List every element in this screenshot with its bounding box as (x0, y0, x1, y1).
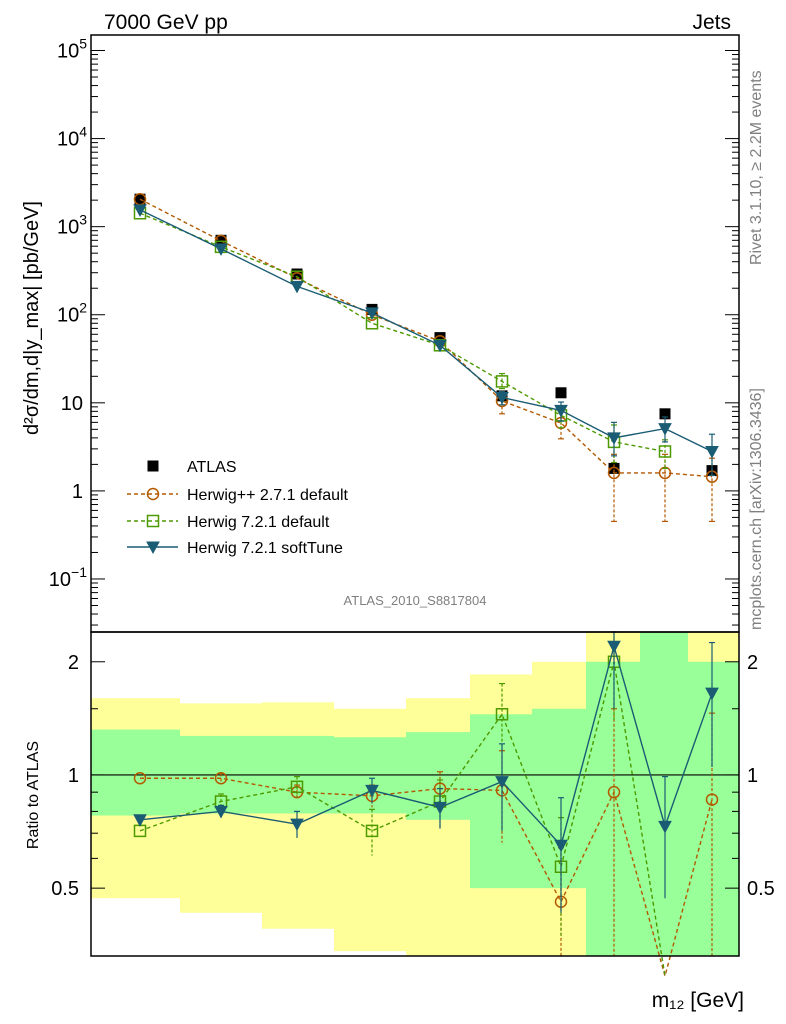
legend-marker-0 (147, 460, 159, 472)
band-green-10 (688, 661, 739, 956)
main-point-s0-5 (434, 332, 446, 344)
main-point-s3-8 (607, 432, 621, 445)
ratio-point-s2-4 (365, 784, 379, 798)
header-right: Jets (692, 11, 731, 34)
ratio-uncertainty-bands (91, 632, 739, 956)
main-ytick-label-0: 105 (57, 36, 87, 63)
ratio-y-axis-label: Ratio to ATLAS (25, 741, 42, 849)
main-point-s0-9 (659, 408, 671, 420)
main-point-s3-2 (214, 243, 228, 256)
ratio-plot-frame (90, 631, 740, 957)
main-point-s1-8 (607, 466, 621, 480)
header-left: 7000 GeV pp (104, 11, 228, 34)
legend-label-1: Herwig++ 2.7.1 default (187, 487, 349, 504)
main-point-s0-2 (215, 234, 227, 246)
x-axis-label: m₁₂ [GeV] (652, 989, 744, 1012)
ratio-ytick-label-right-1: 1 (747, 765, 758, 787)
ratio-point-s2-10 (705, 687, 719, 701)
ratio-point-s2-3 (290, 818, 304, 832)
main-point-s3-7 (554, 404, 568, 418)
ratio-point-s0-8 (607, 785, 621, 799)
ratio-point-s1-4 (365, 824, 379, 838)
main-point-s0-3 (291, 268, 303, 280)
band-green-1 (91, 729, 180, 816)
ratio-series-2 (133, 631, 719, 913)
main-point-s3-10 (705, 446, 719, 459)
main-ytick-label-1: 104 (57, 124, 87, 151)
main-point-s3-5 (433, 339, 447, 353)
main-ytick-label-5: 1 (72, 481, 83, 503)
main-series-2 (133, 207, 672, 470)
ratio-point-s2-5 (433, 801, 447, 815)
band-green-8 (586, 661, 640, 956)
ratio-point-s2-1 (133, 814, 147, 827)
main-ytick-label-4: 10 (61, 393, 83, 415)
main-point-s3-1 (133, 204, 147, 217)
rivet-label: Rivet 3.1.10, ≥ 2.2M events (748, 70, 765, 265)
ratio-point-s2-9 (658, 820, 672, 834)
main-point-s0-8 (608, 462, 620, 474)
legend-marker-1 (146, 487, 160, 501)
legend-label-2: Herwig 7.2.1 default (187, 514, 330, 531)
ratio-point-s2-6 (495, 776, 509, 789)
main-point-s2-6 (495, 375, 509, 388)
legend-marker-3 (146, 541, 160, 555)
ratio-ytick-label-right-2: 2 (747, 652, 758, 674)
ratio-ytick-label-2: 2 (68, 652, 79, 674)
ratio-series-line-2 (139, 643, 713, 847)
main-series-line-1 (139, 198, 713, 478)
analysis-id: ATLAS_2010_S8817804 (344, 593, 487, 608)
ratio-ytick-label-0: 0.5 (51, 878, 79, 900)
main-point-s2-9 (658, 445, 672, 458)
band-green-9 (640, 632, 688, 956)
main-point-s3-4 (365, 307, 379, 320)
legend-label-3: Herwig 7.2.1 softTune (187, 540, 343, 557)
mcplots-label: mcplots.cern.ch [arXiv:1306.3436] (748, 388, 765, 630)
main-point-s3-6 (495, 391, 509, 405)
main-series-3 (133, 204, 719, 476)
ratio-point-s0-1 (133, 772, 147, 785)
legend-marker-2 (146, 514, 160, 528)
ratio-point-s2-8 (607, 640, 621, 654)
band-green-7 (532, 708, 586, 889)
main-ytick-label-3: 102 (57, 300, 87, 327)
main-series-1 (133, 192, 719, 523)
ratio-point-s0-10 (705, 793, 719, 806)
ratio-series-line-0 (140, 777, 713, 979)
main-y-axis-label: d²σ/dm,d|y_max| [pb/GeV] (21, 201, 43, 435)
ratio-ytick-label-1: 1 (68, 765, 79, 787)
legend: ATLAS Herwig++ 2.7.1 default Herwig 7.2.1 … (127, 459, 349, 557)
main-series-line-3 (139, 209, 713, 453)
band-green-6 (470, 714, 532, 889)
series-layer (133, 192, 719, 979)
ratio-ytick-label-right-0: 0.5 (747, 878, 775, 900)
main-ytick-label-2: 103 (57, 212, 87, 239)
legend-label-0: ATLAS (187, 459, 237, 476)
ratio-point-s1-6 (495, 708, 509, 721)
ratio-point-s2-2 (214, 805, 228, 819)
main-ytick-label-6: 10−1 (49, 564, 87, 591)
ratio-point-s1-3 (290, 780, 304, 794)
main-point-s3-3 (290, 280, 304, 294)
main-point-s3-9 (658, 423, 672, 436)
main-point-s0-7 (555, 387, 567, 399)
ratio-point-s2-7 (554, 839, 568, 853)
ratio-point-s0-2 (214, 772, 228, 785)
